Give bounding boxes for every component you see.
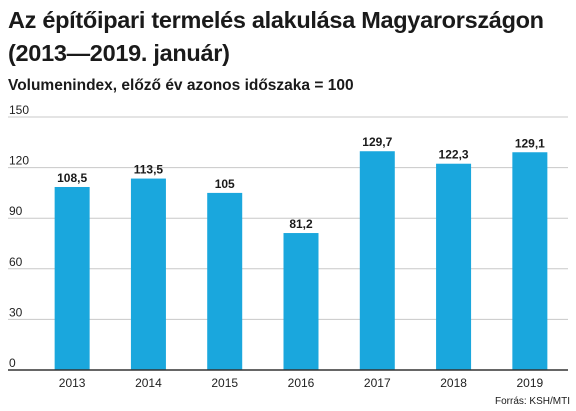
x-axis-labels: 2013 2014 2015 2016 2017 2018 2019 bbox=[59, 376, 544, 390]
x-tick-label: 2015 bbox=[211, 376, 238, 390]
bar bbox=[436, 163, 472, 370]
bar-value-label: 122,3 bbox=[439, 148, 469, 162]
bars bbox=[54, 151, 548, 370]
y-tick-label: 60 bbox=[9, 255, 23, 269]
bar bbox=[512, 152, 548, 370]
data-labels: 108,5 113,5 105 81,2 129,7 122,3 129,1 bbox=[57, 135, 545, 231]
bar bbox=[359, 151, 395, 370]
bar-value-label: 81,2 bbox=[289, 217, 313, 231]
y-tick-label: 150 bbox=[9, 103, 29, 117]
bar-value-label: 129,7 bbox=[362, 135, 392, 149]
x-tick-label: 2017 bbox=[364, 376, 391, 390]
source-note: Forrás: KSH/MTI bbox=[495, 396, 570, 407]
bar bbox=[54, 186, 90, 370]
chart-title: Az építőipari termelés alakulása Magyaro… bbox=[8, 7, 544, 66]
x-tick-label: 2019 bbox=[517, 376, 544, 390]
x-tick-label: 2018 bbox=[440, 376, 467, 390]
y-tick-label: 30 bbox=[9, 305, 23, 319]
bar-value-label: 129,1 bbox=[515, 136, 545, 150]
x-tick-label: 2016 bbox=[288, 376, 315, 390]
bar-value-label: 105 bbox=[215, 177, 235, 191]
y-tick-label: 120 bbox=[9, 154, 29, 168]
chart-subtitle: Volumenindex, előző év azonos időszaka =… bbox=[8, 77, 354, 94]
y-tick-label: 90 bbox=[9, 204, 23, 218]
y-tick-label: 0 bbox=[9, 356, 16, 370]
bar-value-label: 113,5 bbox=[134, 163, 164, 177]
x-tick-label: 2013 bbox=[59, 376, 86, 390]
y-axis-ticks: 0 30 60 90 120 150 bbox=[9, 103, 29, 370]
bar bbox=[130, 178, 166, 370]
x-tick-label: 2014 bbox=[135, 376, 162, 390]
grid-lines bbox=[8, 116, 568, 320]
bar-value-label: 108,5 bbox=[57, 171, 87, 185]
bar bbox=[283, 233, 319, 370]
bar bbox=[207, 192, 243, 370]
